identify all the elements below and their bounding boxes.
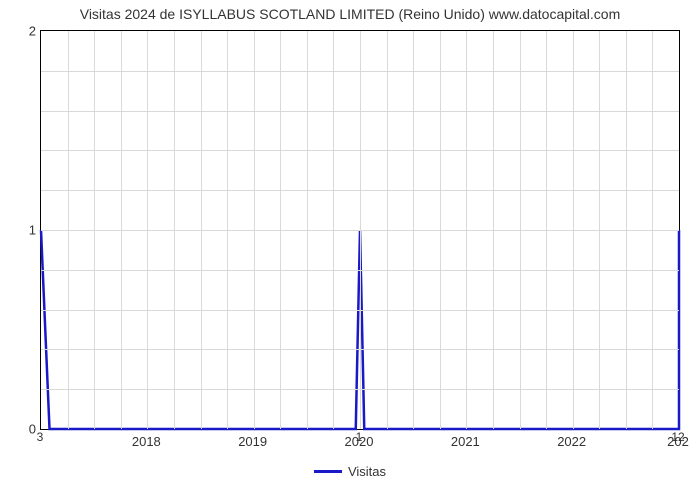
gridline-v xyxy=(254,31,255,429)
legend-swatch xyxy=(314,470,342,473)
gridline-v xyxy=(307,31,308,429)
gridline-v xyxy=(520,31,521,429)
gridline-v xyxy=(413,31,414,429)
plot-area xyxy=(40,30,680,430)
x-tick-label: 2019 xyxy=(238,434,267,449)
point-label: 1 xyxy=(356,430,363,444)
chart-container: Visitas 2024 de ISYLLABUS SCOTLAND LIMIT… xyxy=(0,0,700,500)
x-tick-label: 202 xyxy=(667,434,689,449)
gridline-v xyxy=(94,31,95,429)
gridline-v xyxy=(174,31,175,429)
chart-title: Visitas 2024 de ISYLLABUS SCOTLAND LIMIT… xyxy=(0,6,700,22)
x-tick-label: 2022 xyxy=(557,434,586,449)
gridline-v xyxy=(360,31,361,429)
point-label: 3 xyxy=(37,430,44,444)
gridline-v xyxy=(227,31,228,429)
gridline-v xyxy=(147,31,148,429)
x-tick-label: 2018 xyxy=(132,434,161,449)
gridline-v xyxy=(573,31,574,429)
gridline-v xyxy=(493,31,494,429)
x-tick-label: 2021 xyxy=(451,434,480,449)
gridline-v xyxy=(466,31,467,429)
gridline-v xyxy=(626,31,627,429)
gridline-v xyxy=(68,31,69,429)
legend: Visitas xyxy=(0,460,700,479)
y-tick-label: 0 xyxy=(6,422,36,437)
y-tick-label: 1 xyxy=(6,223,36,238)
legend-item-visitas: Visitas xyxy=(314,464,386,479)
gridline-v xyxy=(599,31,600,429)
legend-label: Visitas xyxy=(348,464,386,479)
gridline-v xyxy=(387,31,388,429)
gridline-v xyxy=(280,31,281,429)
gridline-v xyxy=(652,31,653,429)
gridline-v xyxy=(333,31,334,429)
y-tick-label: 2 xyxy=(6,24,36,39)
gridline-v xyxy=(201,31,202,429)
gridline-v xyxy=(440,31,441,429)
gridline-v xyxy=(546,31,547,429)
gridline-v xyxy=(121,31,122,429)
